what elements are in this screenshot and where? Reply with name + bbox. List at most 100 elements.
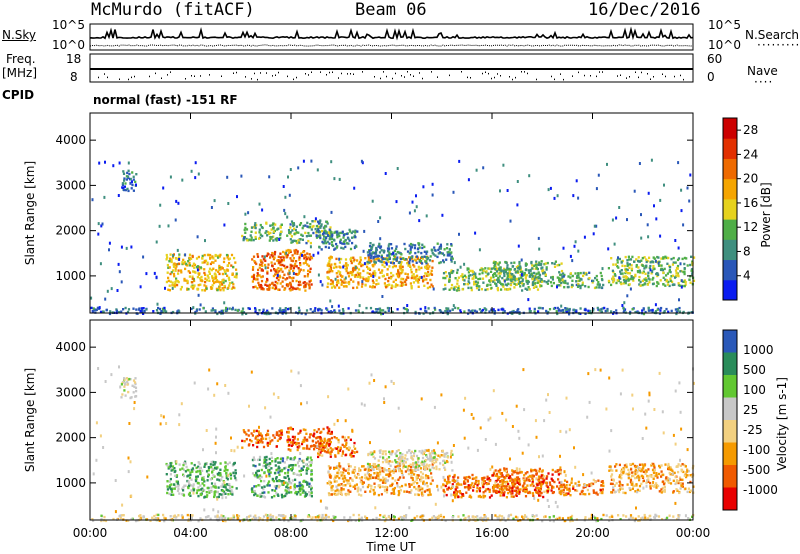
echo-cell bbox=[590, 513, 593, 517]
echo-cell bbox=[349, 490, 352, 493]
echo-cell bbox=[444, 287, 447, 290]
echo-cell bbox=[528, 174, 531, 178]
echo-cell bbox=[115, 308, 118, 311]
echo-cell bbox=[386, 254, 389, 257]
echo-cell bbox=[244, 222, 247, 226]
echo-cell bbox=[262, 437, 265, 440]
echo-cell bbox=[257, 516, 260, 519]
echo-cell bbox=[273, 436, 276, 439]
echo-cell bbox=[428, 265, 431, 268]
echo-cell bbox=[373, 464, 376, 467]
echo-cell bbox=[490, 267, 493, 270]
echo-cell bbox=[653, 204, 655, 208]
echo-cell bbox=[187, 270, 190, 273]
echo-cell bbox=[400, 484, 404, 488]
echo-cell bbox=[459, 491, 462, 495]
echo-cell bbox=[270, 456, 273, 459]
echo-cell bbox=[377, 459, 380, 462]
echo-cell bbox=[680, 279, 683, 283]
echo-cell bbox=[374, 261, 377, 264]
echo-cell bbox=[340, 454, 343, 457]
echo-cell bbox=[247, 434, 250, 437]
echo-cell bbox=[306, 275, 309, 278]
echo-cell bbox=[463, 283, 466, 286]
echo-cell bbox=[429, 493, 432, 496]
echo-cell bbox=[664, 255, 667, 258]
echo-cell bbox=[280, 493, 283, 497]
echo-cell bbox=[319, 225, 322, 229]
echo-cell bbox=[330, 279, 333, 282]
echo-cell bbox=[332, 519, 335, 523]
echo-cell bbox=[287, 272, 290, 275]
echo-cell bbox=[614, 274, 617, 277]
echo-cell bbox=[295, 287, 298, 291]
echo-cell bbox=[265, 434, 268, 437]
echo-cell bbox=[348, 282, 351, 286]
echo-cell bbox=[112, 164, 115, 168]
echo-cell bbox=[503, 310, 506, 313]
echo-cell bbox=[321, 516, 324, 519]
echo-cell bbox=[256, 469, 259, 473]
echo-cell bbox=[327, 262, 331, 266]
echo-cell bbox=[667, 256, 670, 260]
echo-cell bbox=[219, 283, 222, 287]
echo-cell bbox=[310, 486, 313, 490]
echo-cell bbox=[200, 493, 203, 497]
echo-cell bbox=[379, 466, 382, 469]
echo-cell bbox=[482, 281, 485, 284]
echo-cell bbox=[538, 494, 541, 497]
echo-cell bbox=[623, 309, 626, 312]
echo-cell bbox=[201, 257, 204, 260]
echo-cell bbox=[353, 441, 356, 445]
echo-cell bbox=[345, 269, 348, 273]
echo-cell bbox=[281, 459, 284, 463]
echo-cell bbox=[224, 272, 227, 275]
echo-cell bbox=[416, 257, 419, 260]
echo-cell bbox=[195, 477, 198, 480]
echo-cell bbox=[432, 466, 435, 470]
echo-cell bbox=[249, 438, 252, 442]
echo-cell bbox=[262, 487, 265, 491]
echo-cell bbox=[644, 277, 647, 280]
echo-cell bbox=[187, 480, 190, 483]
echo-cell bbox=[622, 278, 626, 282]
echo-cell bbox=[281, 285, 284, 288]
echo-cell bbox=[438, 247, 441, 250]
echo-cell bbox=[334, 493, 337, 496]
echo-cell bbox=[364, 257, 367, 260]
echo-cell bbox=[242, 429, 245, 432]
echo-cell bbox=[322, 427, 325, 431]
echo-cell bbox=[125, 519, 128, 522]
echo-cell bbox=[204, 273, 207, 276]
echo-cell bbox=[647, 271, 650, 274]
echo-cell bbox=[396, 465, 399, 468]
echo-cell bbox=[544, 262, 547, 265]
echo-cell bbox=[310, 459, 313, 462]
echo-cell bbox=[431, 193, 434, 197]
echo-cell bbox=[336, 471, 339, 475]
echo-cell bbox=[300, 252, 303, 255]
echo-cell bbox=[280, 259, 283, 262]
echo-cell bbox=[297, 306, 301, 310]
echo-cell bbox=[421, 246, 424, 250]
echo-cell bbox=[544, 515, 547, 518]
echo-cell bbox=[478, 272, 481, 276]
echo-cell bbox=[205, 462, 208, 466]
echo-cell bbox=[622, 282, 625, 285]
echo-cell bbox=[447, 307, 450, 311]
echo-cell bbox=[329, 483, 332, 486]
echo-cell bbox=[407, 464, 410, 468]
echo-cell bbox=[279, 232, 282, 235]
echo-cell bbox=[286, 456, 289, 459]
echo-cell bbox=[229, 477, 233, 480]
echo-cell bbox=[341, 435, 344, 439]
echo-cell bbox=[292, 439, 295, 442]
echo-cell bbox=[597, 308, 600, 311]
echo-cell bbox=[626, 218, 628, 222]
echo-cell bbox=[287, 468, 290, 472]
echo-cell bbox=[180, 514, 183, 517]
echo-cell bbox=[416, 515, 419, 518]
echo-cell bbox=[397, 468, 401, 472]
echo-cell bbox=[221, 279, 224, 282]
echo-cell bbox=[511, 489, 514, 492]
